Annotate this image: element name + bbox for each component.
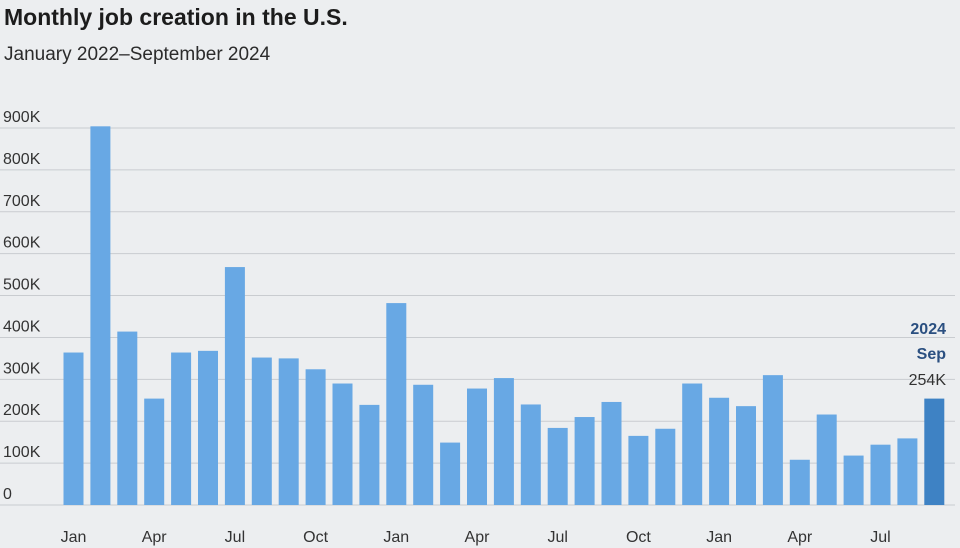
bar-2022-06 — [198, 350, 218, 505]
x-tick-label: Jul — [870, 529, 890, 546]
bar-2022-07 — [224, 267, 245, 505]
x-tick-label: Jan — [706, 529, 732, 546]
bar-2022-04 — [144, 398, 165, 505]
bar-2022-11 — [332, 383, 353, 505]
bar-2024-03 — [762, 375, 783, 505]
y-tick-label: 0 — [3, 486, 12, 503]
x-tick-label: Oct — [626, 529, 651, 546]
y-tick-label: 400K — [3, 318, 41, 335]
x-tick-label: Jul — [225, 529, 245, 546]
y-tick-label: 800K — [3, 151, 41, 168]
x-tick-label: Jan — [383, 529, 409, 546]
y-tick-label: 600K — [3, 235, 41, 252]
bar-2022-03 — [117, 331, 138, 505]
x-tick-label: Apr — [142, 529, 168, 546]
bar-2023-11 — [655, 428, 676, 505]
y-tick-label: 300K — [3, 360, 41, 377]
bar-2023-10 — [628, 435, 649, 505]
bar-2022-12 — [359, 404, 380, 505]
chart-title: Monthly job creation in the U.S. — [4, 4, 348, 30]
bar-2023-05 — [493, 378, 514, 505]
bar-2022-05 — [171, 352, 192, 505]
y-axis-tick-labels: 0 100K 200K 300K 400K 500K 600K 700K 800K 900K — [3, 109, 41, 503]
y-tick-label: 100K — [3, 444, 41, 461]
x-tick-label: Jan — [61, 529, 87, 546]
bar-2023-12 — [682, 383, 703, 505]
callout-month: Sep — [917, 346, 947, 363]
bar-2024-05 — [816, 414, 837, 505]
y-tick-label: 200K — [3, 402, 41, 419]
bar-2024-08 — [897, 438, 918, 505]
x-axis-tick-labels: Jan Apr Jul Oct Jan Apr Jul Oct Jan Apr Jul — [61, 529, 891, 546]
bar-2022-10 — [305, 369, 326, 505]
bar-2022-01 — [63, 352, 84, 505]
x-tick-label: Jul — [547, 529, 567, 546]
bar-2023-04 — [467, 388, 487, 505]
highlight-callout: 2024 Sep 254K — [909, 321, 947, 389]
bar-2023-03 — [440, 442, 461, 505]
bar-2024-06 — [843, 455, 864, 505]
bar-2022-02 — [90, 126, 111, 505]
bar-2024-09 — [924, 398, 945, 505]
bar-2024-01 — [709, 397, 730, 505]
x-tick-label: Apr — [465, 529, 491, 546]
bar-2023-07 — [547, 427, 568, 505]
chart-subtitle: January 2022–September 2024 — [4, 44, 271, 65]
bar-2023-06 — [520, 404, 541, 505]
callout-value: 254K — [909, 372, 947, 389]
callout-year: 2024 — [910, 321, 946, 338]
bar-2023-08 — [574, 417, 595, 505]
bar-2022-09 — [278, 358, 299, 505]
bar-2024-02 — [736, 406, 756, 505]
y-tick-label: 700K — [3, 193, 41, 210]
bars — [63, 126, 945, 505]
bar-2023-09 — [601, 401, 622, 505]
y-tick-label: 900K — [3, 109, 41, 126]
x-tick-label: Apr — [787, 529, 813, 546]
y-tick-label: 500K — [3, 277, 41, 294]
x-tick-label: Oct — [303, 529, 328, 546]
bar-2022-08 — [251, 357, 272, 505]
bar-2024-07 — [870, 444, 891, 505]
bar-2023-01 — [386, 303, 407, 505]
bar-2023-02 — [413, 384, 434, 505]
bar-2024-04 — [789, 459, 810, 505]
